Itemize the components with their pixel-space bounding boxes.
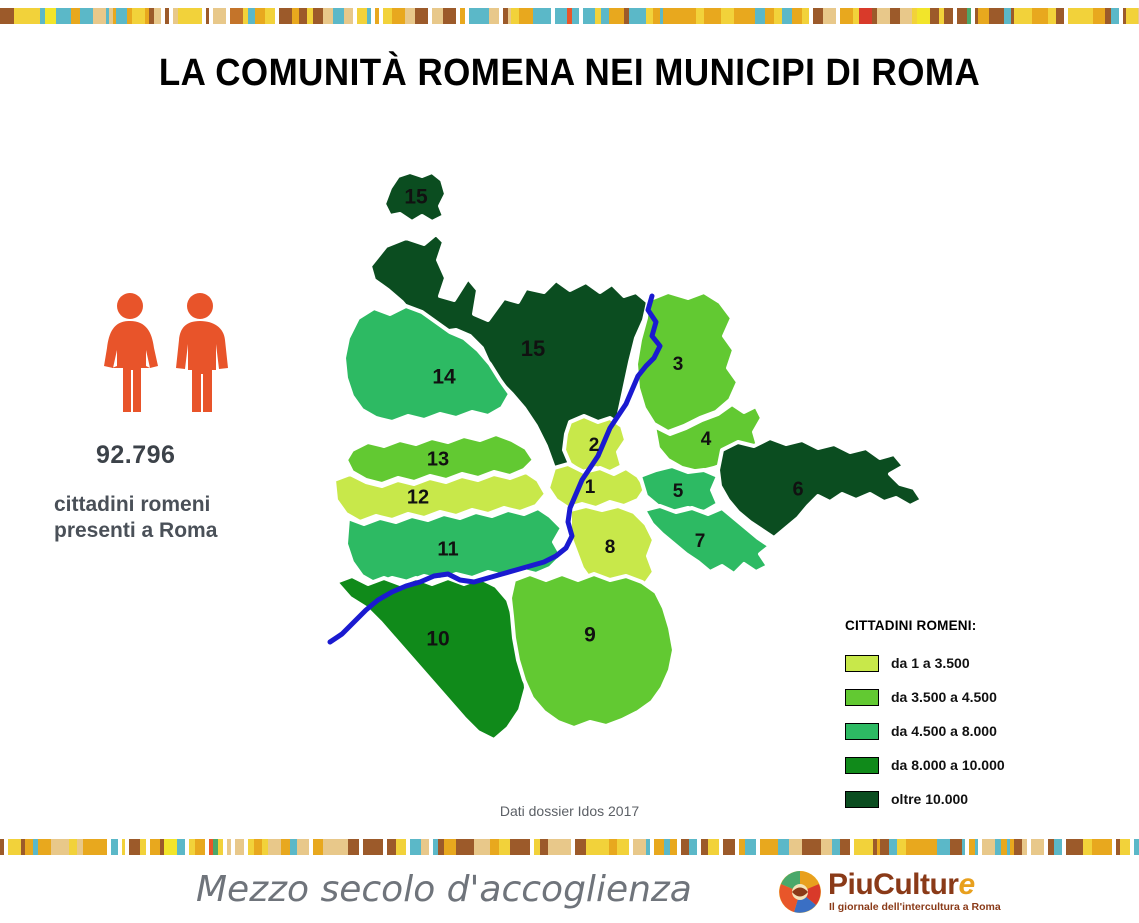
map-region-10[interactable] (334, 574, 528, 742)
map-label-5: 5 (673, 481, 684, 502)
statistics-panel: 92.796 cittadini romeni presenti a Roma (52, 290, 302, 545)
source-note: Dati dossier Idos 2017 (499, 803, 640, 819)
map-label-4: 4 (701, 429, 712, 450)
brand-tagline: Il giornale dell'intercultura a Roma (829, 901, 1001, 913)
legend-row[interactable]: oltre 10.000 (845, 782, 1115, 816)
stat-caption-line-2: presenti a Roma (54, 519, 218, 543)
map-label-7: 7 (695, 531, 706, 552)
map-label-6: 6 (792, 478, 803, 500)
legend-label: da 3.500 a 4.500 (891, 689, 997, 705)
map-label-14: 14 (432, 366, 456, 389)
stat-number: 92.796 (96, 441, 176, 469)
page-title: LA COMUNITÀ ROMENA NEI MUNICIPI DI ROMA (158, 52, 981, 94)
map-label-15: 15 (521, 336, 545, 361)
map-region-9[interactable] (508, 572, 676, 730)
decorative-stripe-top (0, 8, 1139, 24)
map-label-15b: 15 (404, 186, 428, 209)
map-region-11[interactable] (344, 506, 564, 586)
map-label-11: 11 (437, 538, 458, 560)
legend-row[interactable]: da 1 a 3.500 (845, 646, 1115, 680)
brand-name-accent: e (958, 868, 976, 901)
brand-name-main: PiuCultur (828, 868, 959, 901)
map-label-13: 13 (427, 448, 449, 470)
map-region-6[interactable] (716, 436, 924, 540)
woman-figure-icon (104, 293, 158, 412)
people-figures-group (88, 290, 258, 415)
brand-circle-mark-icon (779, 871, 821, 913)
legend-swatch (845, 654, 879, 672)
people-figures-svg (104, 293, 228, 412)
legend-label: da 1 a 3.500 (891, 655, 970, 671)
rome-municipalities-map: 15 15 3 4 2 1 5 6 7 8 13 12 11 10 9 14 (318, 150, 938, 790)
legend-title: CITTADINI ROMENI: (845, 618, 977, 633)
stat-caption-line-1: cittadini romeni (54, 493, 211, 516)
decorative-stripe-bottom (0, 839, 1139, 855)
footer-tagline: Mezzo secolo d'accoglienza (196, 869, 692, 910)
legend-label: da 8.000 a 10.000 (891, 757, 1005, 773)
map-label-8: 8 (605, 537, 616, 558)
map-legend: CITTADINI ROMENI: da 1 a 3.500 da 3.500 a… (845, 618, 1115, 816)
map-svg: 15 15 3 4 2 1 5 6 7 8 13 12 11 10 9 14 (327, 170, 924, 742)
stat-caption: cittadini romeni presenti a Roma (54, 492, 302, 545)
piuculture-logo[interactable]: PiuCulture Il giornale dell'intercultura… (778, 868, 1001, 920)
legend-label: oltre 10.000 (891, 791, 969, 807)
map-label-3: 3 (673, 354, 684, 375)
map-label-12: 12 (407, 486, 429, 508)
map-region-8[interactable] (568, 504, 656, 594)
legend-label: da 4.500 a 8.000 (891, 723, 997, 739)
tiber-river-line (327, 293, 663, 645)
map-region-1[interactable] (546, 462, 648, 510)
legend-swatch (845, 756, 879, 774)
legend-swatch (845, 790, 879, 808)
legend-rows: da 1 a 3.500 da 3.500 a 4.500 da 4.500 a 8… (845, 646, 1115, 816)
legend-swatch (845, 688, 879, 706)
map-label-10: 10 (426, 628, 449, 651)
map-region-7[interactable] (642, 504, 772, 576)
map-label-2: 2 (589, 435, 600, 456)
man-figure-icon (176, 293, 228, 412)
map-region-15b[interactable] (382, 170, 448, 224)
legend-row[interactable]: da 3.500 a 4.500 (845, 680, 1115, 714)
map-label-1: 1 (585, 477, 596, 498)
map-label-9: 9 (584, 624, 596, 647)
map-region-14[interactable] (342, 304, 512, 424)
legend-row[interactable]: da 8.000 a 10.000 (845, 748, 1115, 782)
brand-wordmark: PiuCulture (828, 868, 975, 902)
legend-row[interactable]: da 4.500 a 8.000 (845, 714, 1115, 748)
legend-swatch (845, 722, 879, 740)
